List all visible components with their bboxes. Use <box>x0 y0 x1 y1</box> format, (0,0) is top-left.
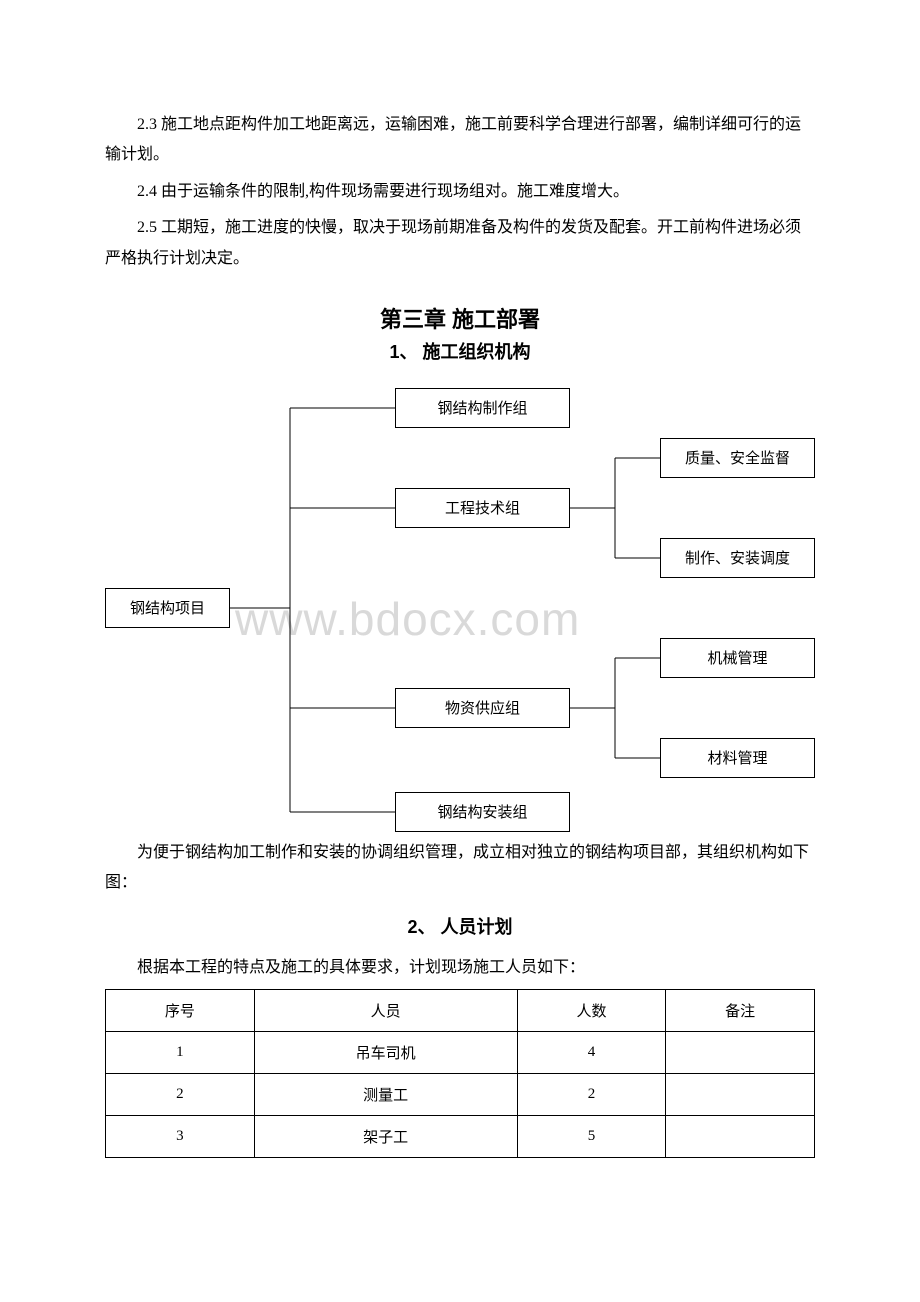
paragraph-org-desc: 为便于钢结构加工制作和安装的协调组织管理，成立相对独立的钢结构项目部，其组织机构… <box>105 838 815 899</box>
cell-count: 2 <box>517 1074 666 1116</box>
cell-role: 架子工 <box>254 1116 517 1158</box>
cell-role: 测量工 <box>254 1074 517 1116</box>
node-supply-group: 物资供应组 <box>395 688 570 728</box>
cell-seq: 1 <box>106 1032 255 1074</box>
col-role: 人员 <box>254 990 517 1032</box>
cell-seq: 3 <box>106 1116 255 1158</box>
section-1-title: 1、 施工组织机构 <box>105 338 815 364</box>
node-dispatch: 制作、安装调度 <box>660 538 815 578</box>
col-count: 人数 <box>517 990 666 1032</box>
watermark-text: www.bdocx.com <box>235 592 580 646</box>
section-2-title: 2、 人员计划 <box>105 913 815 939</box>
document-page: 2.3 施工地点距构件加工地距离远，运输困难，施工前要科学合理进行部署，编制详细… <box>0 0 920 1302</box>
org-chart: www.bdocx.com 钢结构项目 钢结构制作组 工程技术组 物资供应组 钢… <box>105 374 815 834</box>
cell-role: 吊车司机 <box>254 1032 517 1074</box>
node-root: 钢结构项目 <box>105 588 230 628</box>
node-install-group: 钢结构安装组 <box>395 792 570 832</box>
cell-note <box>666 1074 815 1116</box>
table-row: 3 架子工 5 <box>106 1116 815 1158</box>
paragraph-staff-intro: 根据本工程的特点及施工的具体要求，计划现场施工人员如下： <box>105 953 815 983</box>
cell-note <box>666 1116 815 1158</box>
cell-note <box>666 1032 815 1074</box>
node-quality-safety: 质量、安全监督 <box>660 438 815 478</box>
paragraph-2-4: 2.4 由于运输条件的限制,构件现场需要进行现场组对。施工难度增大。 <box>105 177 815 207</box>
cell-count: 5 <box>517 1116 666 1158</box>
col-note: 备注 <box>666 990 815 1032</box>
node-engineering-group: 工程技术组 <box>395 488 570 528</box>
table-row: 2 测量工 2 <box>106 1074 815 1116</box>
node-fabrication-group: 钢结构制作组 <box>395 388 570 428</box>
paragraph-2-5: 2.5 工期短，施工进度的快慢，取决于现场前期准备及构件的发货及配套。开工前构件… <box>105 213 815 274</box>
paragraph-2-3: 2.3 施工地点距构件加工地距离远，运输困难，施工前要科学合理进行部署，编制详细… <box>105 110 815 171</box>
table-header-row: 序号 人员 人数 备注 <box>106 990 815 1032</box>
chapter-title: 第三章 施工部署 <box>105 302 815 334</box>
node-machinery: 机械管理 <box>660 638 815 678</box>
col-seq: 序号 <box>106 990 255 1032</box>
staff-table: 序号 人员 人数 备注 1 吊车司机 4 2 测量工 2 3 架子工 <box>105 989 815 1158</box>
node-materials: 材料管理 <box>660 738 815 778</box>
table-row: 1 吊车司机 4 <box>106 1032 815 1074</box>
cell-seq: 2 <box>106 1074 255 1116</box>
cell-count: 4 <box>517 1032 666 1074</box>
